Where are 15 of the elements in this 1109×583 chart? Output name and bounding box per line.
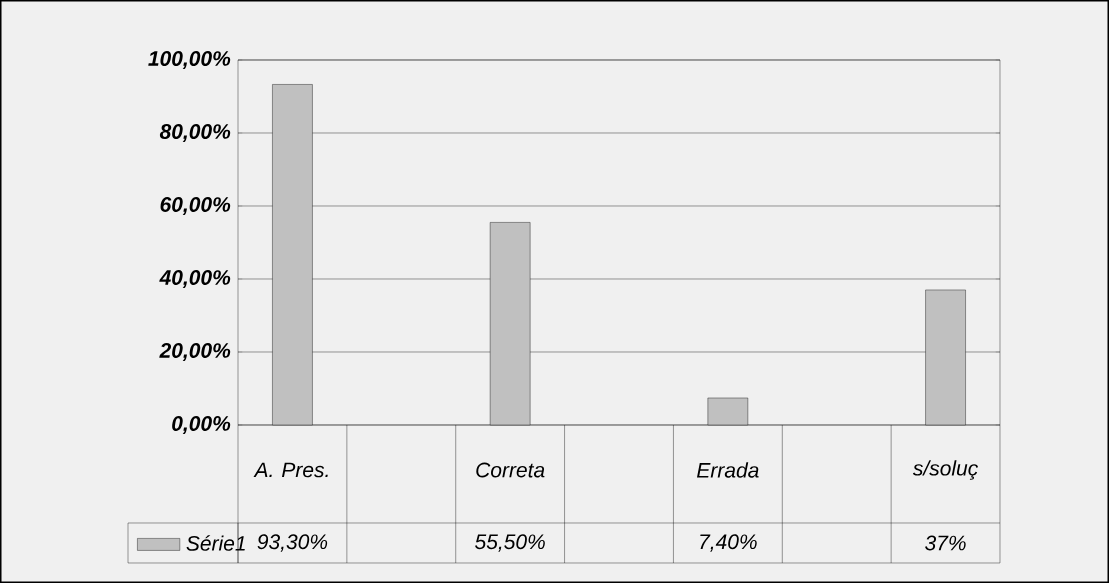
y-tick-label: 0,00% — [172, 416, 231, 434]
x-tick-label: Correta — [476, 462, 545, 478]
data-label: 37% — [925, 535, 966, 551]
x-tick-label: A. Pres. — [253, 462, 328, 478]
x-tick-label: s/soluç — [912, 460, 978, 480]
y-tick-label: 40,00% — [159, 270, 231, 288]
y-tick-label: 60,00% — [160, 197, 231, 215]
data-label: 93,30% — [257, 534, 328, 552]
y-tick-label: 20,00% — [159, 343, 231, 361]
y-tick-label: 100,00% — [148, 51, 231, 69]
data-label: 55,50% — [475, 534, 545, 552]
data-label: 7,40% — [700, 534, 757, 552]
legend-label: Série1 — [186, 535, 245, 551]
x-tick-label: Errada — [696, 462, 759, 478]
y-tick-label: 80,00% — [159, 124, 231, 142]
